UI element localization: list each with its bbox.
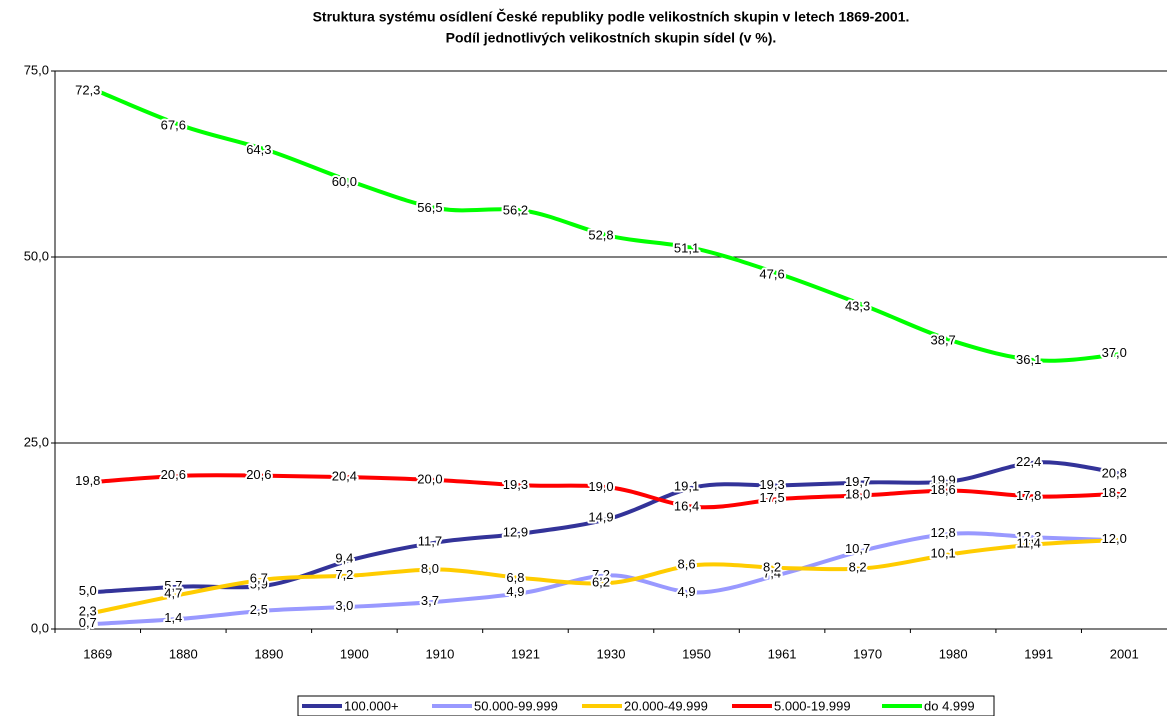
- data-label: 11,7: [418, 533, 442, 548]
- data-label: 7,2: [335, 567, 353, 582]
- x-tick-label: 1869: [83, 646, 112, 661]
- data-label: 2,5: [250, 602, 268, 617]
- series-line: [97, 473, 1125, 510]
- data-label: 4,7: [164, 585, 182, 600]
- data-label: 47,6: [759, 266, 784, 281]
- data-label: 67,6: [161, 117, 186, 132]
- data-label: 56,2: [503, 202, 528, 217]
- data-label: 38,7: [930, 333, 955, 348]
- data-label: 8,0: [421, 561, 439, 576]
- data-label: 12,9: [503, 524, 528, 539]
- data-label: 5,0: [79, 583, 97, 598]
- data-label: 37,0: [1102, 345, 1127, 360]
- series-line: [97, 531, 1125, 626]
- x-tick-label: 1991: [1024, 646, 1053, 661]
- series-line: [97, 537, 1125, 614]
- x-tick-label: 1900: [340, 646, 369, 661]
- data-label: 19,7: [845, 474, 870, 489]
- data-label: 19,9: [930, 472, 955, 487]
- data-label: 5,9: [250, 577, 268, 592]
- data-label: 19,0: [588, 479, 613, 494]
- x-tick-label: 1970: [853, 646, 882, 661]
- data-label: 18,0: [845, 487, 870, 502]
- y-tick-label: 75,0: [24, 62, 49, 77]
- data-label: 11,4: [1017, 536, 1041, 551]
- data-label: 72,3: [75, 83, 100, 98]
- x-tick-label: 1910: [425, 646, 454, 661]
- data-label: 14,9: [588, 510, 613, 525]
- x-tick-label: 1930: [597, 646, 626, 661]
- data-label: 8,2: [763, 559, 781, 574]
- data-label: 19,1: [674, 478, 699, 493]
- data-label: 5,7: [164, 578, 182, 593]
- data-label: 16,4: [674, 498, 699, 513]
- x-tick-label: 2001: [1110, 646, 1139, 661]
- legend-label: 50.000-99.999: [474, 698, 558, 713]
- data-label: 22,4: [1016, 454, 1041, 469]
- data-label: 6,2: [592, 574, 610, 589]
- legend-label: do 4.999: [924, 698, 975, 713]
- data-label: 10,7: [845, 541, 870, 556]
- data-label: 1,4: [164, 610, 182, 625]
- y-tick-label: 25,0: [24, 434, 49, 449]
- series-line: [97, 89, 1125, 363]
- data-label: 19,3: [759, 477, 784, 492]
- data-label: 9,4: [335, 551, 353, 566]
- x-tick-label: 1880: [169, 646, 198, 661]
- x-tick-label: 1890: [254, 646, 283, 661]
- data-label: 18,2: [1102, 485, 1127, 500]
- data-label: 52,8: [588, 228, 613, 243]
- data-label: 12,8: [930, 525, 955, 540]
- data-label: 12,3: [1016, 529, 1041, 544]
- data-label: 19,8: [75, 473, 100, 488]
- y-tick-label: 0,0: [31, 620, 49, 635]
- data-label: 20,4: [332, 469, 357, 484]
- data-label: 6,7: [250, 571, 268, 586]
- chart-title: Struktura systému osídlení České republi…: [313, 8, 910, 25]
- data-label: 4,9: [677, 584, 695, 599]
- data-label: 56,5: [417, 200, 442, 215]
- data-label: 19,3: [503, 477, 528, 492]
- y-tick-label: 50,0: [24, 248, 49, 263]
- chart-subtitle: Podíl jednotlivých velikostních skupin s…: [446, 30, 777, 46]
- series-line: [97, 460, 1125, 594]
- legend-label: 20.000-49.999: [624, 698, 708, 713]
- data-label: 20,0: [417, 472, 442, 487]
- data-label: 8,2: [849, 559, 867, 574]
- data-label: 60,0: [332, 174, 357, 189]
- data-label: 12,0: [1102, 531, 1127, 546]
- legend-label: 5.000-19.999: [774, 698, 851, 713]
- data-label: 8,6: [677, 556, 695, 571]
- x-tick-label: 1950: [682, 646, 711, 661]
- data-label: 10,1: [930, 545, 955, 560]
- data-label: 20,6: [246, 467, 271, 482]
- data-label: 11,9: [1102, 532, 1126, 547]
- data-label: 17,8: [1016, 488, 1041, 503]
- data-label: 6,8: [506, 570, 524, 585]
- legend-label: 100.000+: [344, 698, 399, 713]
- data-label: 18,6: [930, 482, 955, 497]
- data-label: 43,3: [845, 298, 870, 313]
- x-tick-label: 1980: [939, 646, 968, 661]
- data-label: 4,9: [506, 584, 524, 599]
- data-label: 3,0: [335, 598, 353, 613]
- data-label: 17,5: [759, 490, 784, 505]
- data-label: 20,6: [161, 467, 186, 482]
- x-tick-label: 1921: [511, 646, 540, 661]
- data-label: 36,1: [1016, 352, 1041, 367]
- data-label: 0,7: [79, 615, 97, 630]
- data-label: 20,8: [1102, 466, 1127, 481]
- data-label: 3,7: [421, 593, 439, 608]
- data-label: 7,4: [763, 565, 781, 580]
- data-label: 2,3: [79, 603, 97, 618]
- x-tick-label: 1961: [768, 646, 797, 661]
- data-label: 51,1: [674, 240, 699, 255]
- legend-box: [297, 695, 995, 716]
- data-label: 7,2: [592, 567, 610, 582]
- data-label: 64,3: [246, 142, 271, 157]
